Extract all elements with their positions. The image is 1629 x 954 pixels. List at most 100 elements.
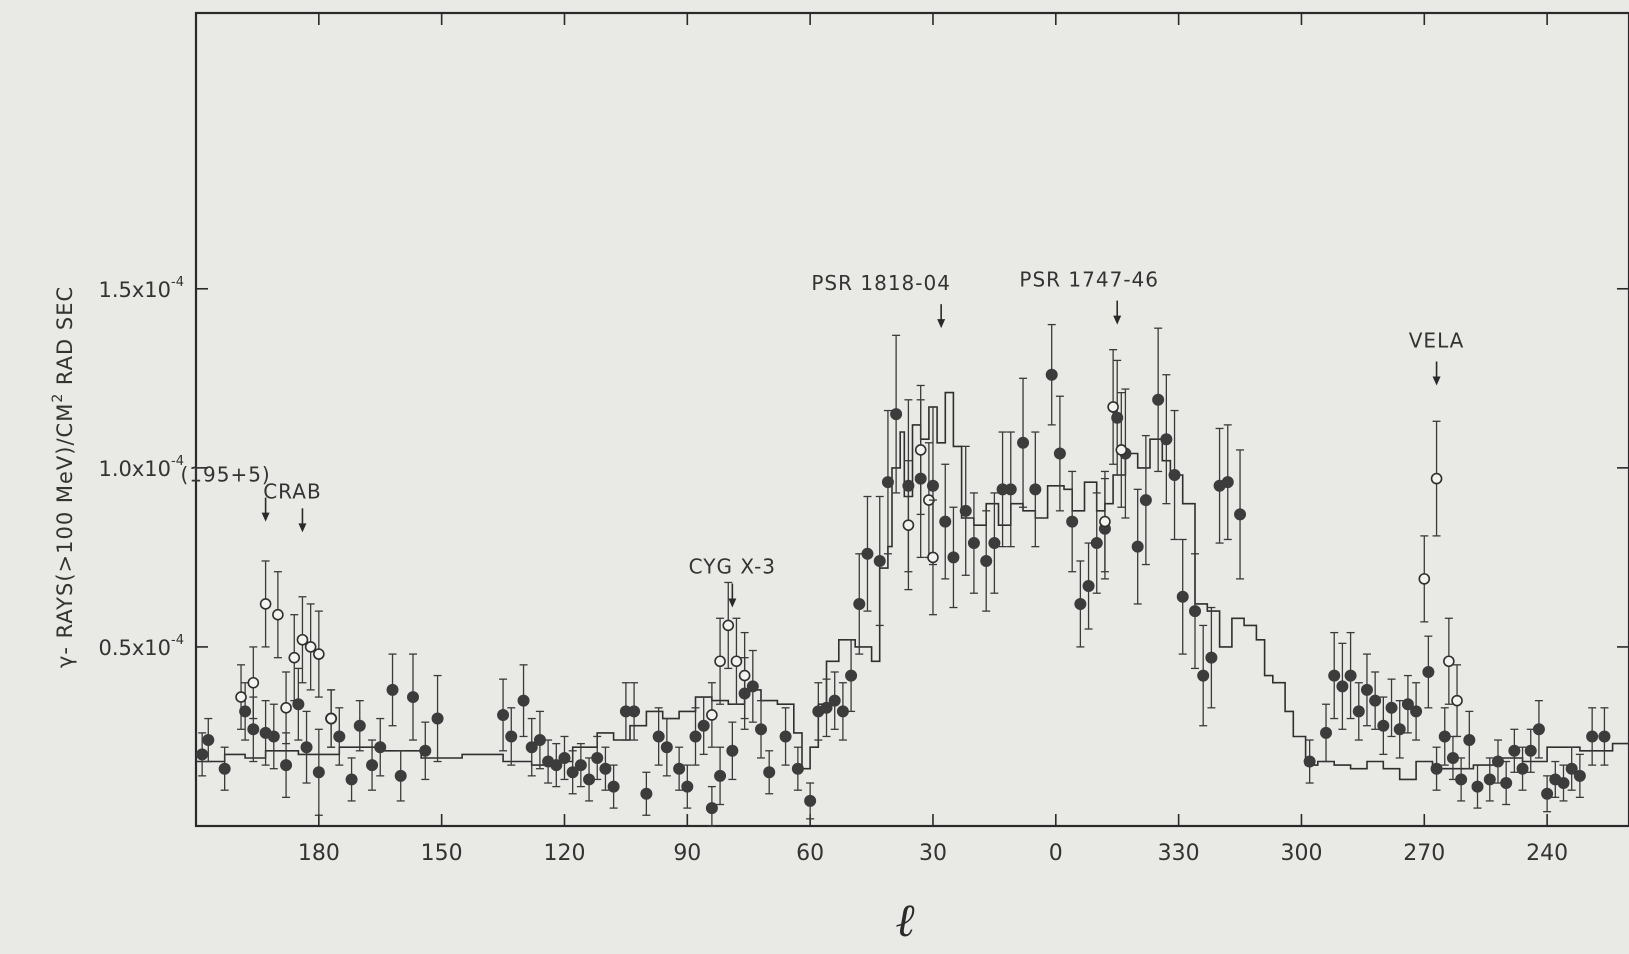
filled-data-point: [239, 705, 252, 718]
filled-data-point: [525, 741, 538, 754]
filled-data-point: [202, 734, 215, 747]
open-data-point: [902, 519, 915, 531]
filled-data-point: [779, 730, 792, 743]
filled-data-point: [926, 479, 939, 492]
filled-data-point: [333, 730, 346, 743]
annotation-arrowhead: [298, 523, 307, 533]
filled-data-point: [1029, 483, 1042, 496]
filled-data-point: [1045, 368, 1058, 381]
filled-data-point: [218, 762, 231, 775]
filled-data-point: [681, 780, 694, 793]
filled-data-point: [583, 773, 596, 786]
open-data-point: [1430, 472, 1443, 485]
open-data-point: [272, 608, 284, 621]
filled-data-point: [1598, 730, 1611, 743]
open-data-point: [247, 676, 260, 689]
filled-data-point: [1455, 773, 1468, 786]
filled-data-point: [1446, 751, 1459, 764]
open-data-point: [1443, 655, 1455, 668]
filled-data-point: [1160, 433, 1173, 446]
y-tick-label: 1.0x10-4: [98, 454, 184, 481]
filled-data-point: [558, 751, 571, 764]
filled-data-point: [607, 780, 620, 793]
filled-data-point: [1393, 723, 1406, 736]
filled-data-point: [1500, 777, 1513, 790]
filled-data-point: [861, 547, 874, 560]
filled-data-point: [714, 769, 727, 782]
x-tick-label: 90: [673, 841, 701, 866]
filled-data-point: [1090, 537, 1103, 550]
filled-data-point: [959, 504, 972, 517]
filled-data-point: [280, 759, 293, 772]
open-data-point: [1418, 573, 1431, 585]
filled-data-point: [1483, 773, 1496, 786]
y-tick-label: 0.5x10-4: [98, 633, 184, 660]
filled-data-point: [845, 669, 858, 682]
y-axis-ticks: 0.5x10-4 1.0x10-4 1.5x10-4: [98, 275, 1629, 660]
filled-data-point: [345, 773, 358, 786]
filled-data-point: [1532, 723, 1545, 736]
filled-data-point: [640, 787, 653, 800]
filled-data-point: [1410, 705, 1423, 718]
x-tick-label: 0: [1049, 841, 1063, 866]
filled-data-point: [1377, 719, 1390, 732]
filled-data-point: [1004, 483, 1017, 496]
filled-data-point: [1189, 605, 1202, 618]
open-data-point: [1107, 401, 1119, 413]
x-tick-label: 30: [919, 841, 947, 866]
filled-data-point: [660, 741, 673, 754]
filled-data-point: [1205, 651, 1218, 664]
filled-data-point: [591, 751, 604, 764]
plot-frame: [194, 11, 1629, 828]
filled-data-point: [1139, 494, 1152, 507]
filled-data-point: [1586, 730, 1599, 743]
filled-data-point: [988, 537, 1001, 550]
x-tick-label: 270: [1403, 841, 1445, 866]
x-tick-label: 150: [421, 841, 463, 866]
filled-data-point: [374, 741, 387, 754]
annotation-label: CRAB: [263, 479, 321, 503]
x-tick-label: 120: [543, 841, 585, 866]
filled-data-point: [804, 794, 817, 807]
open-data-point: [280, 702, 292, 714]
y-tick-label: 1.5x10-4: [98, 275, 184, 302]
filled-data-point: [267, 730, 280, 743]
open-data-point: [714, 655, 726, 668]
annotation-arrowhead: [261, 512, 270, 522]
filled-data-point: [1541, 787, 1554, 800]
filled-data-point: [873, 554, 886, 567]
filled-data-point: [820, 701, 833, 714]
annotation-arrowhead: [1113, 315, 1122, 325]
source-annotations: (195+5)CRAB CYG X-3 PSR 1818-04 PSR 1747-46…: [180, 268, 1463, 608]
filled-data-point: [705, 802, 718, 815]
filled-data-point: [836, 705, 849, 718]
open-data-point: [738, 669, 751, 682]
filled-data-point: [828, 694, 841, 707]
filled-data-point: [1111, 411, 1124, 424]
filled-data-point: [763, 766, 776, 779]
filled-data-point: [533, 734, 546, 747]
filled-data-point: [980, 554, 993, 567]
filled-data-point: [1303, 755, 1316, 768]
x-tick-label: 60: [796, 841, 824, 866]
filled-data-point: [1438, 730, 1451, 743]
filled-data-point: [312, 766, 325, 779]
open-data-point: [259, 598, 272, 610]
filled-data-point: [1197, 669, 1210, 682]
x-tick-label: 240: [1526, 841, 1568, 866]
filled-data-point: [1017, 436, 1030, 449]
filled-data-point: [1557, 777, 1570, 790]
filled-data-point: [1422, 665, 1435, 678]
open-data-point: [325, 712, 337, 725]
x-tick-label: 330: [1158, 841, 1200, 866]
annotation-arrowhead: [1432, 376, 1441, 386]
open-data-point: [296, 633, 309, 646]
annotation-label: CYG X-3: [689, 555, 776, 579]
x-tick-label: 300: [1280, 841, 1322, 866]
open-data-point: [730, 655, 743, 668]
filled-data-point: [1565, 762, 1578, 775]
filled-data-point: [652, 730, 665, 743]
filled-data-point: [196, 748, 209, 761]
filled-data-point: [1360, 683, 1373, 696]
open-data-point: [706, 709, 718, 721]
